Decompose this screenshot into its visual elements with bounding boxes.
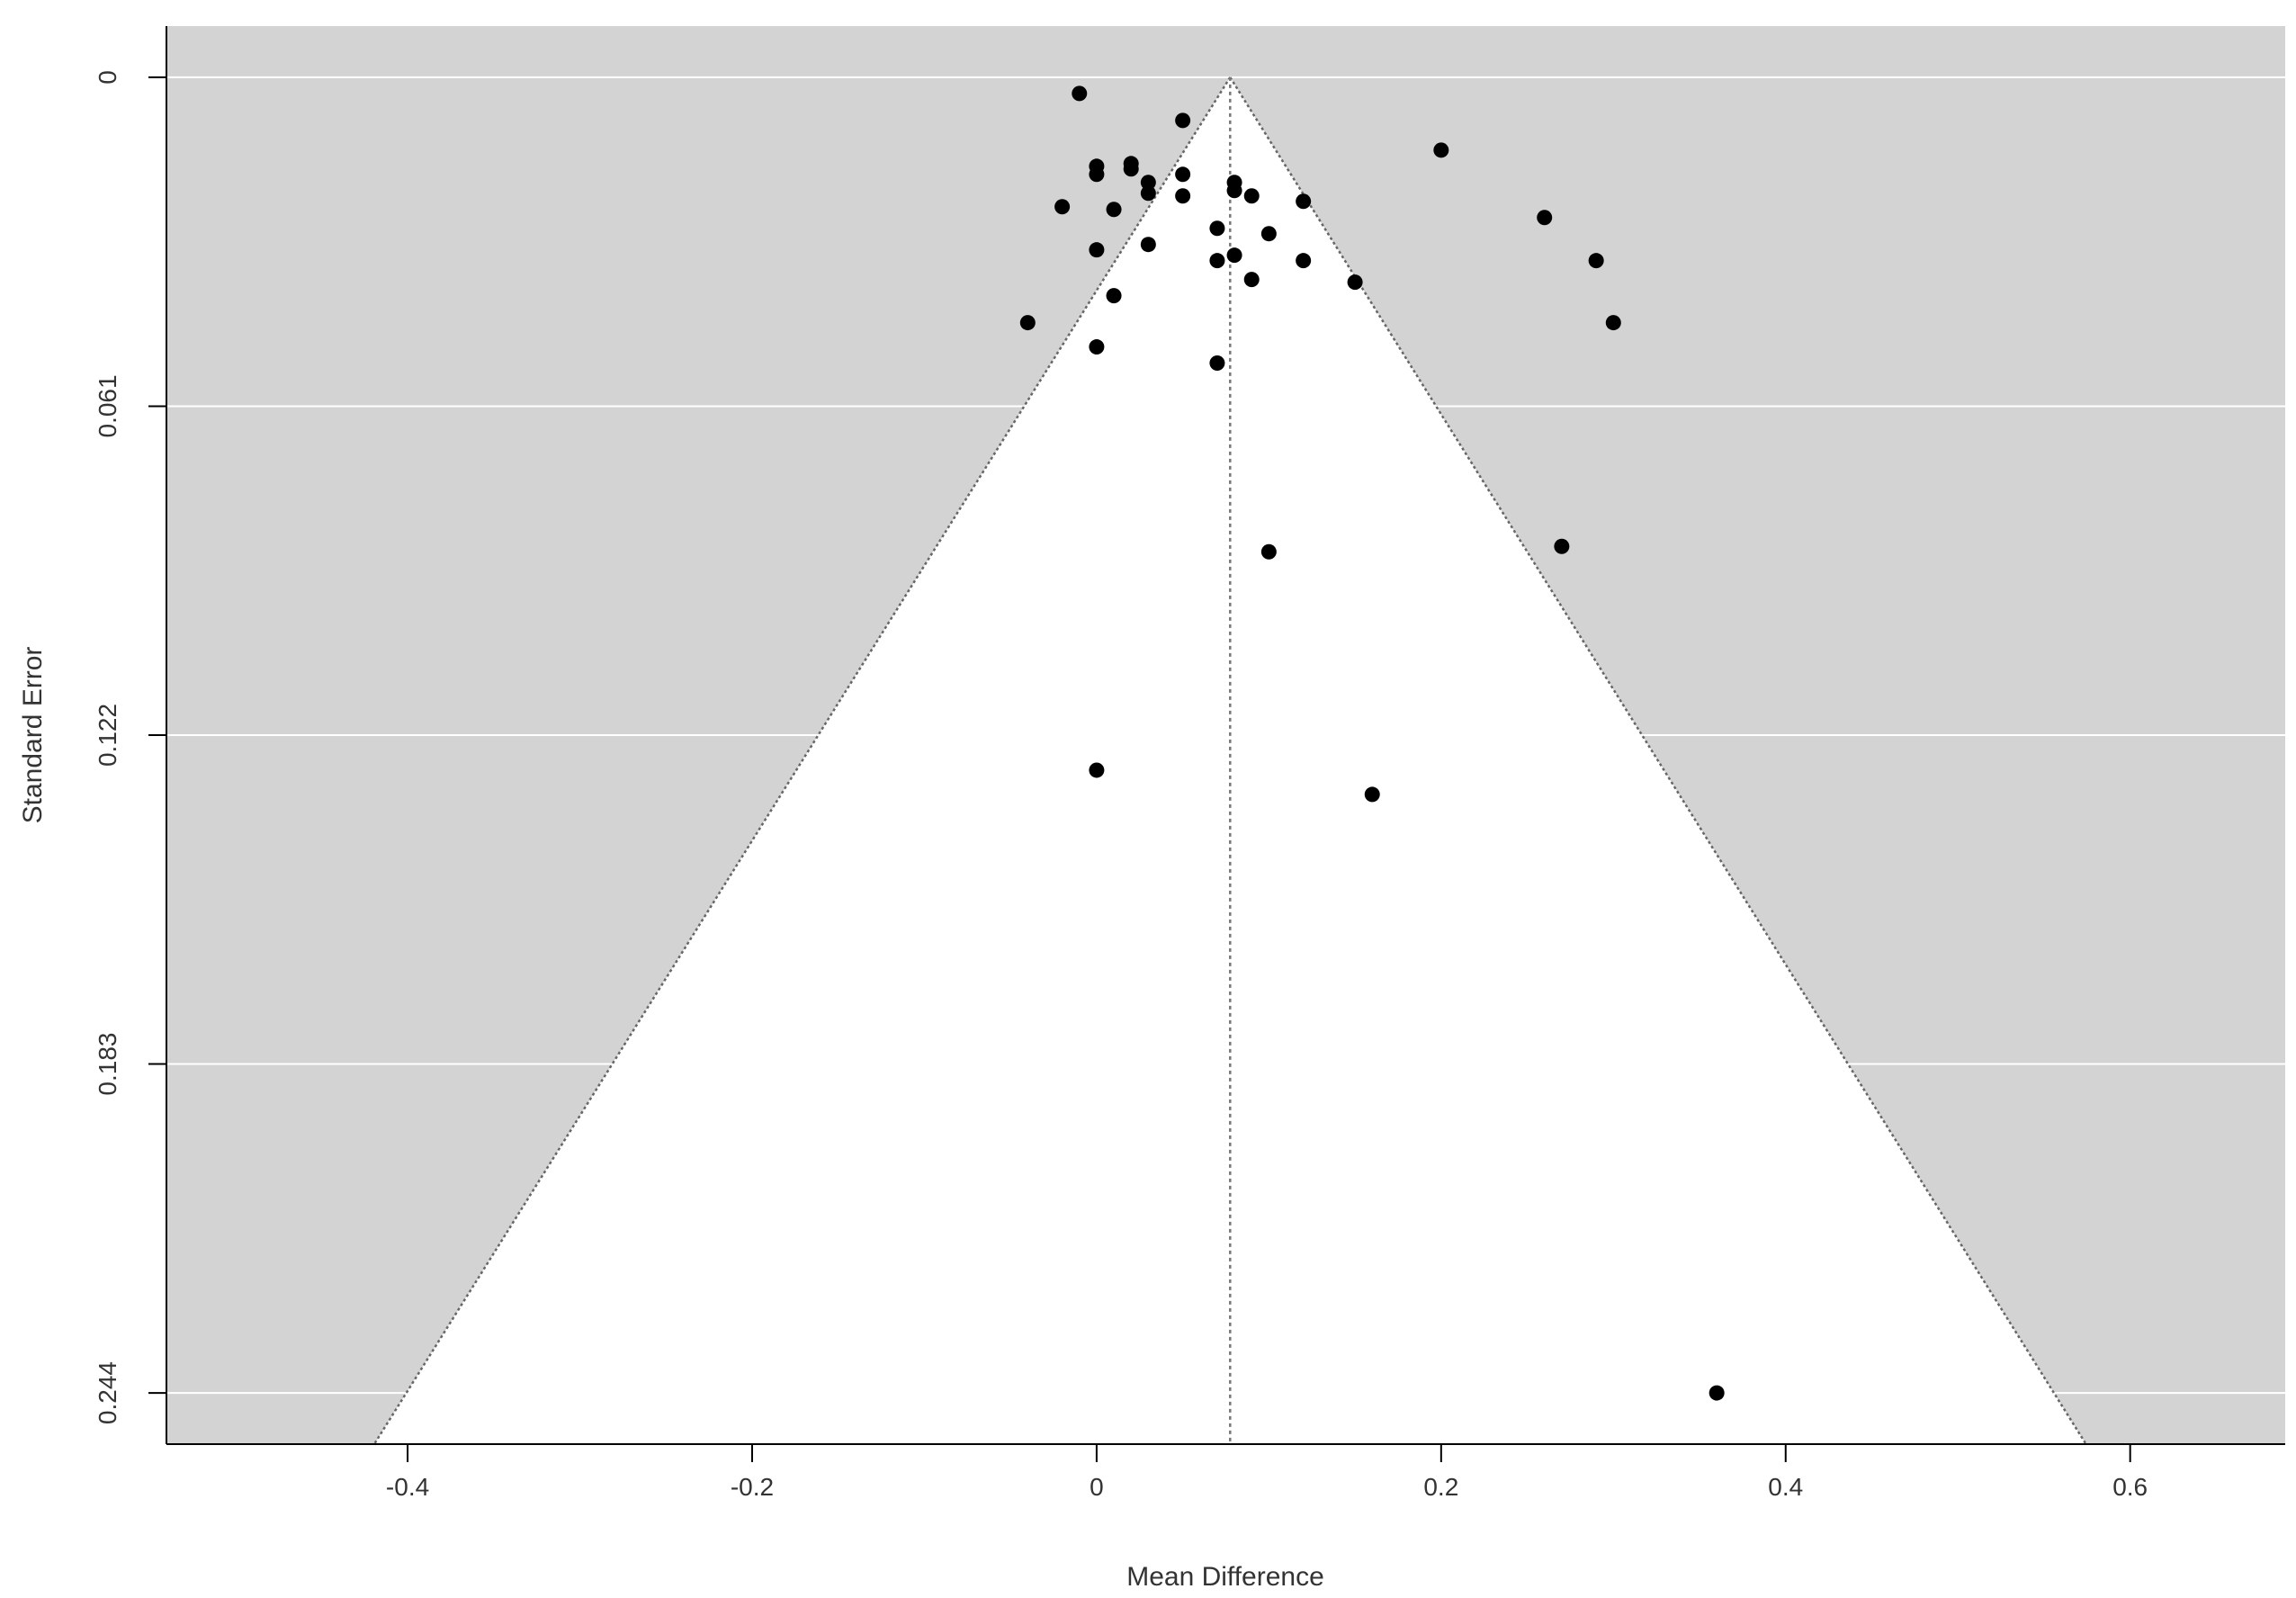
data-point [1140,175,1156,191]
data-point [1140,237,1156,253]
data-point [1433,142,1449,158]
data-point [1605,315,1621,331]
data-point [1709,1385,1725,1401]
funnel-left-edge [372,76,1232,1445]
x-tick-label: -0.4 [386,1473,429,1501]
x-axis-title: Mean Difference [1126,1562,1324,1592]
data-point [1175,112,1191,129]
data-point [1260,543,1277,560]
x-tick-label: -0.2 [731,1473,774,1501]
data-point [1089,166,1105,183]
data-point [1106,288,1122,304]
data-point [1209,220,1225,237]
data-point [1226,247,1242,264]
data-point [1243,272,1260,288]
x-tick-label: 0 [1090,1473,1104,1501]
data-point [1089,762,1105,778]
y-tick-label: 0.244 [94,1361,121,1424]
axes: -0.4 -0.2 0 0.2 0.4 0.6 0 0.061 0.122 0.183 0.244 [94,26,2285,1501]
data-point [1588,253,1604,269]
data-point [1140,185,1156,202]
x-tick-label: 0.2 [1423,1473,1458,1501]
data-point [1296,253,1312,269]
funnel-inner-region [373,76,2086,1445]
data-point [1226,183,1242,199]
data-point [1072,85,1088,102]
y-tick-label: 0.122 [94,704,121,767]
y-tick-label: 0.061 [94,374,121,437]
data-point [1175,166,1191,183]
data-point [1537,210,1553,226]
data-point [1089,242,1105,258]
data-point [1347,274,1363,291]
funnel-right-edge [1229,76,2087,1445]
data-point [1089,339,1105,355]
grid-lines [166,76,2285,1395]
data-point [1296,193,1312,210]
data-point [1175,188,1191,204]
data-point [1364,786,1380,803]
data-point [1209,355,1225,372]
y-tick-label: 0.183 [94,1032,121,1095]
y-axis-title: Standard Error [18,647,48,824]
data-point [1243,188,1260,204]
data-point [1123,161,1139,177]
data-point [1260,226,1277,242]
data-point [1106,202,1122,218]
y-tick-label: 0 [94,70,121,85]
data-point [1054,199,1071,215]
data-point [1554,538,1570,554]
x-tick-label: 0.6 [2112,1473,2148,1501]
data-point [1019,315,1036,331]
data-point [1209,253,1225,269]
data-points [1019,85,1725,1401]
x-tick-label: 0.4 [1768,1473,1803,1501]
